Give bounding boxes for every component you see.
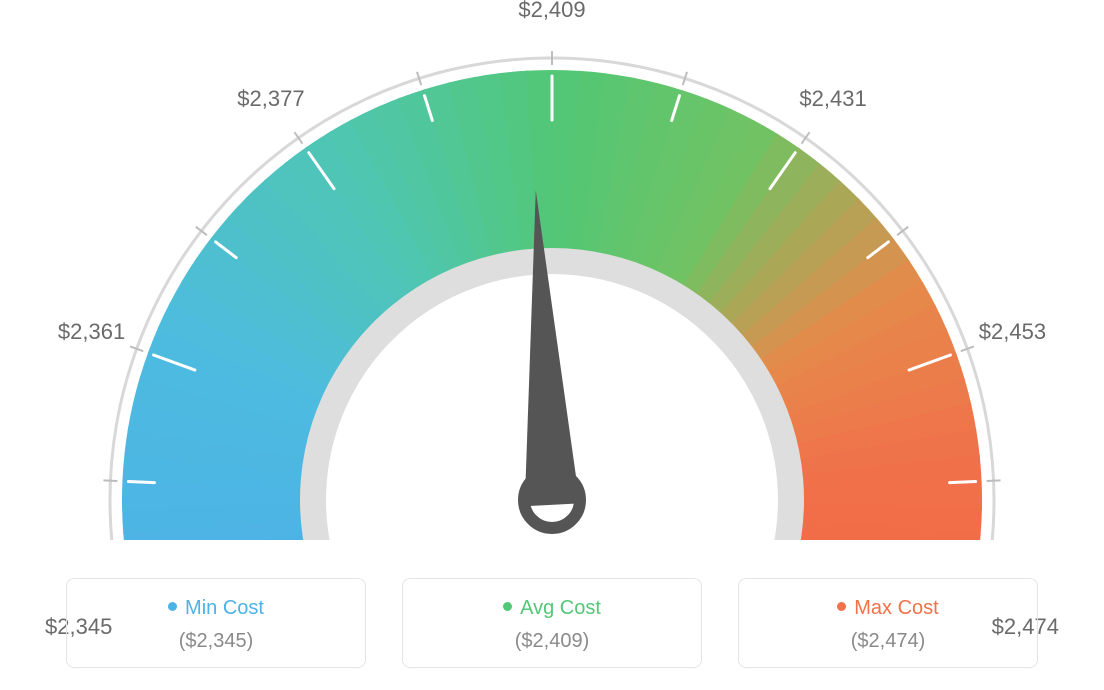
legend-value-avg: ($2,409) [413, 630, 691, 653]
legend-card-min: Min Cost ($2,345) [66, 578, 366, 668]
legend-card-max: Max Cost ($2,474) [738, 578, 1038, 668]
legend-title-max: Max Cost [749, 597, 1027, 620]
legend-value-min: ($2,345) [77, 630, 355, 653]
legend-title-text: Min Cost [185, 597, 264, 619]
gauge-tick-label: $2,453 [979, 319, 1046, 345]
gauge-tick-label: $2,409 [518, 0, 585, 23]
gauge-tick-label: $2,431 [799, 86, 866, 112]
gauge-tick-label: $2,361 [58, 319, 125, 345]
legend-card-avg: Avg Cost ($2,409) [402, 578, 702, 668]
gauge-tick-label: $2,377 [237, 86, 304, 112]
dot-icon [837, 602, 846, 611]
legend-title-text: Avg Cost [520, 597, 601, 619]
legend-title-avg: Avg Cost [413, 597, 691, 620]
gauge-chart: $2,345$2,361$2,377$2,409$2,431$2,453$2,4… [0, 0, 1104, 540]
gauge-svg [0, 0, 1104, 540]
dot-icon [503, 602, 512, 611]
legend-row: Min Cost ($2,345) Avg Cost ($2,409) Max … [0, 578, 1104, 668]
legend-title-min: Min Cost [77, 597, 355, 620]
legend-title-text: Max Cost [854, 597, 938, 619]
dot-icon [168, 602, 177, 611]
legend-value-max: ($2,474) [749, 630, 1027, 653]
